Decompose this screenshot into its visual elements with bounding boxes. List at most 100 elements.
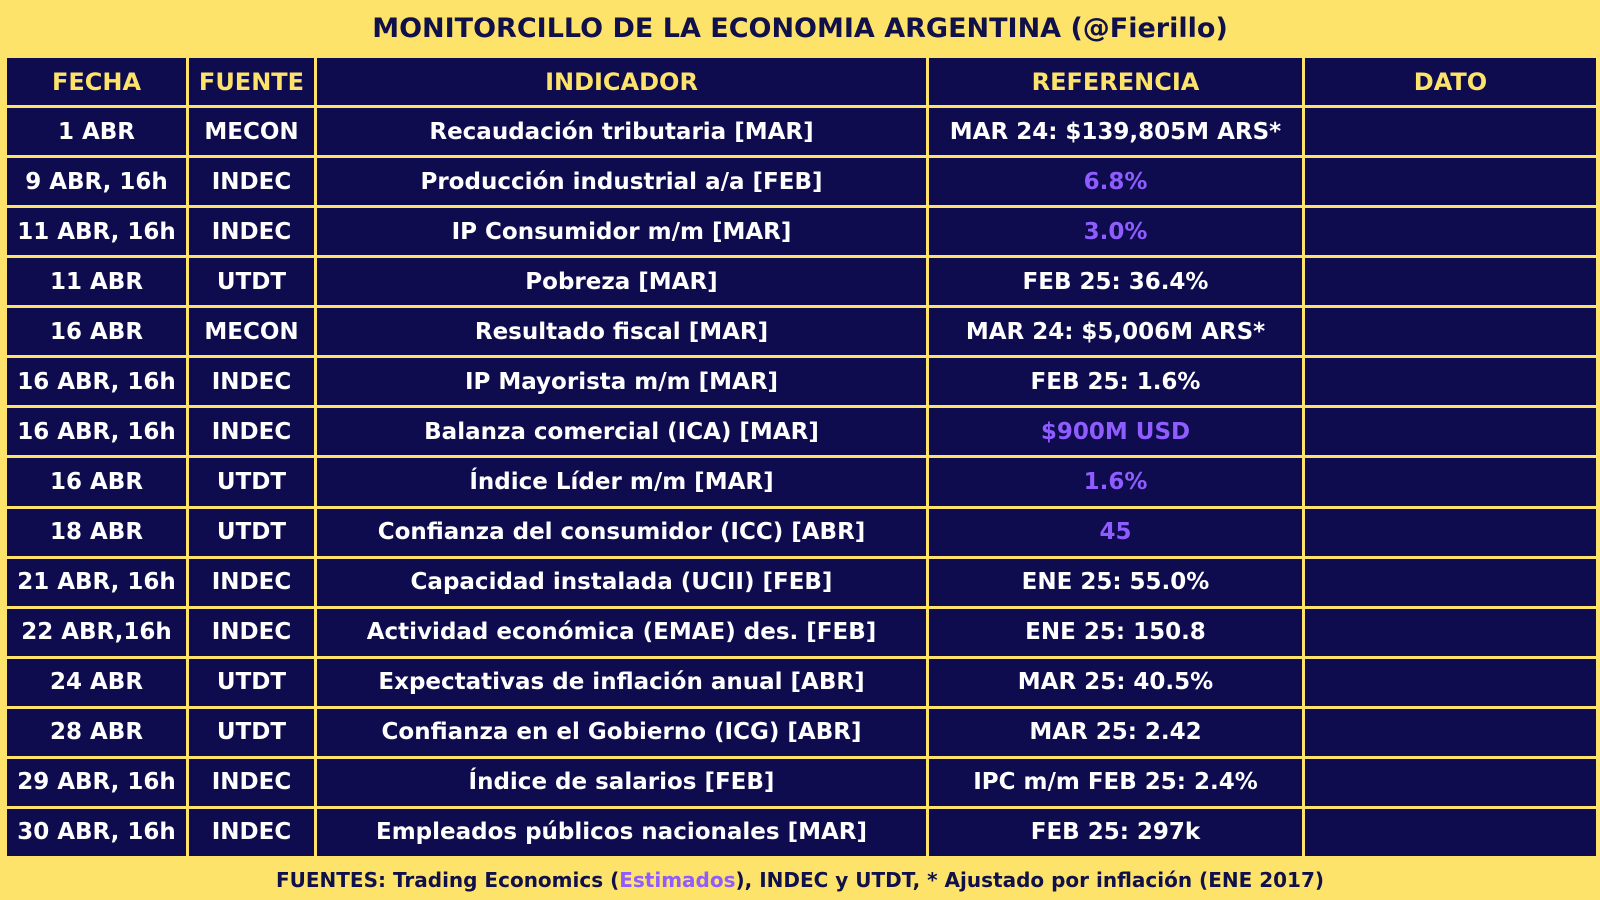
cell-indicador: Confianza del consumidor (ICC) [ABR] [314, 505, 929, 559]
cell-referencia: FEB 25: 1.6% [926, 355, 1305, 409]
cell-fecha: 22 ABR,16h [4, 605, 189, 659]
cell-referencia: ENE 25: 150.8 [926, 605, 1305, 659]
cell-fuente: MECON [186, 305, 317, 359]
cell-fecha: 11 ABR, 16h [4, 205, 189, 259]
cell-indicador: Expectativas de inflación anual [ABR] [314, 655, 929, 709]
cell-indicador: IP Consumidor m/m [MAR] [314, 205, 929, 259]
cell-fuente: UTDT [186, 705, 317, 759]
footer-text-before: FUENTES: Trading Economics ( [275, 867, 620, 892]
table-row: 1 ABR MECON Recaudación tributaria [MAR] MA… [4, 104, 1599, 159]
table-row: 21 ABR, 16h INDEC Capacidad instalada (UCI… [4, 555, 1599, 609]
column-header-fuente: FUENTE [186, 55, 317, 108]
cell-fuente: INDEC [186, 155, 317, 209]
cell-indicador: Actividad económica (EMAE) des. [FEB] [314, 605, 929, 659]
cell-fecha: 18 ABR [4, 505, 189, 559]
cell-dato [1302, 755, 1599, 809]
table-row: 30 ABR, 16h INDEC Empleados públicos nacio… [4, 805, 1599, 860]
cell-referencia: 6.8% [926, 155, 1305, 209]
economic-calendar-table: FECHA FUENTE INDICADOR REFERENCIA DATO 1… [4, 55, 1599, 860]
cell-indicador: IP Mayorista m/m [MAR] [314, 355, 929, 409]
cell-referencia: FEB 25: 297k [926, 805, 1305, 860]
table-body: 1 ABR MECON Recaudación tributaria [MAR] MA… [4, 104, 1599, 860]
table-row: 16 ABR MECON Resultado fiscal [MAR] MAR 24:… [4, 305, 1599, 359]
cell-dato [1302, 555, 1599, 609]
column-header-indicador: INDICADOR [314, 55, 929, 108]
cell-dato [1302, 705, 1599, 759]
cell-fecha: 11 ABR [4, 255, 189, 309]
cell-fuente: INDEC [186, 605, 317, 659]
cell-indicador: Recaudación tributaria [MAR] [314, 104, 929, 159]
cell-fuente: INDEC [186, 405, 317, 459]
cell-dato [1302, 355, 1599, 409]
cell-fecha: 16 ABR [4, 455, 189, 509]
cell-indicador: Producción industrial a/a [FEB] [314, 155, 929, 209]
table-row: 29 ABR, 16h INDEC Índice de salarios [FEB]… [4, 755, 1599, 809]
column-header-dato: DATO [1302, 55, 1599, 108]
table-row: 28 ABR UTDT Confianza en el Gobierno (ICG)… [4, 705, 1599, 759]
cell-fecha: 16 ABR [4, 305, 189, 359]
cell-dato [1302, 455, 1599, 509]
table-header-row: FECHA FUENTE INDICADOR REFERENCIA DATO [4, 55, 1599, 108]
table-row: 16 ABR UTDT Índice Líder m/m [MAR] 1.6% [4, 455, 1599, 509]
table-row: 22 ABR,16h INDEC Actividad económica (EMAE… [4, 605, 1599, 659]
table-row: 9 ABR, 16h INDEC Producción industrial a/a… [4, 155, 1599, 209]
table-row: 18 ABR UTDT Confianza del consumidor (ICC)… [4, 505, 1599, 559]
cell-dato [1302, 405, 1599, 459]
cell-indicador: Empleados públicos nacionales [MAR] [314, 805, 929, 860]
cell-fecha: 16 ABR, 16h [4, 405, 189, 459]
column-header-referencia: REFERENCIA [926, 55, 1305, 108]
cell-fuente: INDEC [186, 805, 317, 860]
cell-referencia: $900M USD [926, 405, 1305, 459]
table-row: 11 ABR, 16h INDEC IP Consumidor m/m [MAR] 3… [4, 205, 1599, 259]
cell-dato [1302, 305, 1599, 359]
footer-estimated-label: Estimados [619, 867, 736, 892]
table-row: 16 ABR, 16h INDEC IP Mayorista m/m [MAR] FE… [4, 355, 1599, 409]
cell-fuente: INDEC [186, 555, 317, 609]
cell-referencia: MAR 24: $139,805M ARS* [926, 104, 1305, 159]
cell-referencia: FEB 25: 36.4% [926, 255, 1305, 309]
cell-referencia: IPC m/m FEB 25: 2.4% [926, 755, 1305, 809]
cell-dato [1302, 155, 1599, 209]
cell-fuente: UTDT [186, 505, 317, 559]
cell-referencia: 3.0% [926, 205, 1305, 259]
cell-fuente: INDEC [186, 355, 317, 409]
table-row: 11 ABR UTDT Pobreza [MAR] FEB 25: 36.4% [4, 255, 1599, 309]
cell-referencia: MAR 24: $5,006M ARS* [926, 305, 1305, 359]
cell-fuente: UTDT [186, 255, 317, 309]
cell-dato [1302, 655, 1599, 709]
cell-indicador: Resultado fiscal [MAR] [314, 305, 929, 359]
cell-dato [1302, 255, 1599, 309]
table-row: 24 ABR UTDT Expectativas de inflación anua… [4, 655, 1599, 709]
cell-fuente: UTDT [186, 455, 317, 509]
cell-fecha: 30 ABR, 16h [4, 805, 189, 860]
cell-dato [1302, 605, 1599, 659]
cell-fuente: MECON [186, 104, 317, 159]
cell-fecha: 16 ABR, 16h [4, 355, 189, 409]
cell-referencia: MAR 25: 40.5% [926, 655, 1305, 709]
page-title: MONITORCILLO DE LA ECONOMIA ARGENTINA (@… [372, 12, 1228, 44]
sources-footer: FUENTES: Trading Economics (Estimados), … [0, 859, 1600, 900]
cell-dato [1302, 805, 1599, 860]
cell-dato [1302, 104, 1599, 159]
cell-dato [1302, 205, 1599, 259]
cell-indicador: Balanza comercial (ICA) [MAR] [314, 405, 929, 459]
cell-fecha: 1 ABR [4, 104, 189, 159]
cell-indicador: Pobreza [MAR] [314, 255, 929, 309]
cell-fecha: 9 ABR, 16h [4, 155, 189, 209]
cell-fecha: 29 ABR, 16h [4, 755, 189, 809]
cell-indicador: Índice Líder m/m [MAR] [314, 455, 929, 509]
cell-fuente: INDEC [186, 205, 317, 259]
cell-referencia: 45 [926, 505, 1305, 559]
cell-referencia: ENE 25: 55.0% [926, 555, 1305, 609]
table-row: 16 ABR, 16h INDEC Balanza comercial (ICA) … [4, 405, 1599, 459]
cell-fecha: 21 ABR, 16h [4, 555, 189, 609]
cell-referencia: MAR 25: 2.42 [926, 705, 1305, 759]
cell-dato [1302, 505, 1599, 559]
footer-text-after: ), INDEC y UTDT, * Ajustado por inflació… [735, 867, 1325, 892]
cell-indicador: Capacidad instalada (UCII) [FEB] [314, 555, 929, 609]
cell-indicador: Confianza en el Gobierno (ICG) [ABR] [314, 705, 929, 759]
cell-indicador: Índice de salarios [FEB] [314, 755, 929, 809]
cell-fecha: 28 ABR [4, 705, 189, 759]
cell-fuente: INDEC [186, 755, 317, 809]
